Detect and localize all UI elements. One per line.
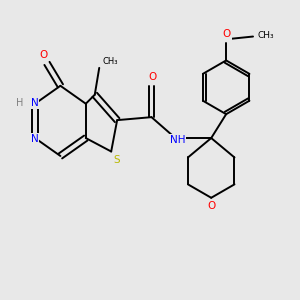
Text: N: N	[31, 98, 38, 108]
Text: N: N	[31, 134, 38, 144]
Text: O: O	[207, 201, 215, 211]
Text: CH₃: CH₃	[103, 57, 118, 66]
Text: O: O	[149, 72, 157, 82]
Text: O: O	[223, 29, 231, 39]
Text: H: H	[16, 98, 23, 108]
Text: NH: NH	[170, 134, 185, 145]
Text: S: S	[113, 155, 120, 165]
Text: CH₃: CH₃	[257, 31, 274, 40]
Text: O: O	[40, 50, 48, 60]
